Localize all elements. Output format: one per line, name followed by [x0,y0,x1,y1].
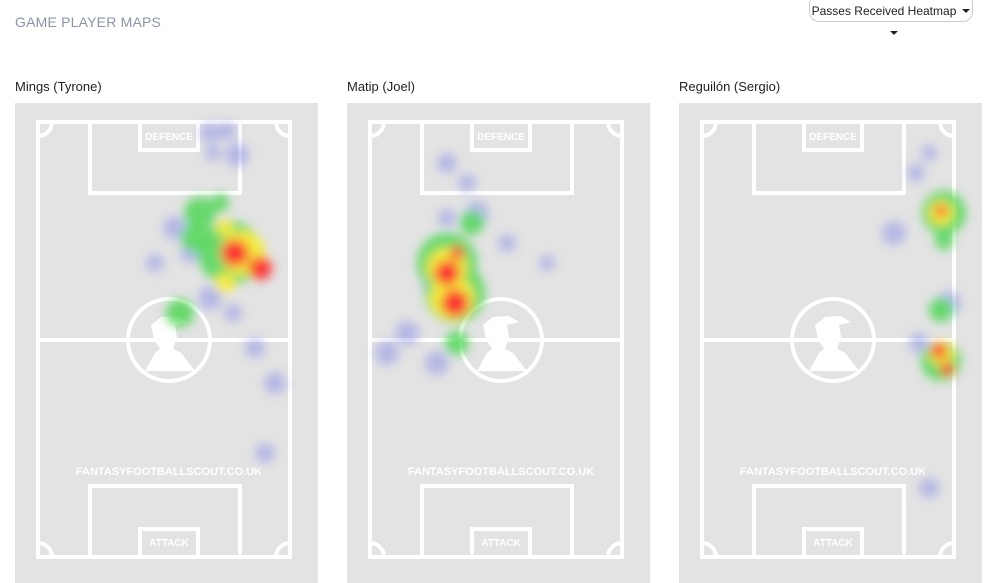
heat-blob [921,145,937,161]
six-yard-box [470,120,532,152]
corner-arc [369,121,386,138]
watermark: FANTASYFOOTBALLSCOUT.CO.UK [76,466,262,478]
pitch-label: DEFENCE [809,132,857,143]
heat-blob [245,338,265,358]
heatmap-dropdown[interactable]: Passes Received Heatmap [809,0,973,22]
heat-blob [221,239,249,267]
six-yard-box [470,527,532,559]
pitch-label: ATTACK [481,538,521,549]
heat-blob [498,234,516,252]
heat-blob [146,254,164,272]
heat-blob [458,174,476,192]
heat-blob [919,478,939,498]
heat-blob [215,273,235,293]
heat-blob [198,286,222,310]
heat-blob [450,246,464,260]
pitch-label: ATTACK [149,538,189,549]
heat-blob [929,298,953,322]
heat-blob [434,260,460,286]
heat-blob [184,197,216,229]
heat-blob [940,362,954,376]
logo-silhouette [145,316,195,371]
pitch-heatmap: DEFENCE ATTACK FANTASYFOOTBALLSCOUT.CO.UK [679,103,982,583]
heat-blob [264,372,286,394]
corner-arc [369,541,386,558]
pitch-heatmap: DEFENCE ATTACK FANTASYFOOTBALLSCOUT.CO.UK [347,103,650,583]
heat-blob [437,153,457,173]
player-name: Reguilón (Sergio) [679,79,781,94]
heat-blob [460,211,484,235]
heat-blob [935,232,953,250]
heat-blob [255,443,275,463]
heat-blob [425,351,449,375]
heat-blob [441,289,469,317]
heat-blob [163,216,187,240]
centre-circle [790,297,876,383]
corner-arc [701,121,718,138]
page-title: GAME PLAYER MAPS [15,14,162,30]
corner-arc [701,541,718,558]
pitch-label: DEFENCE [145,132,193,143]
heat-blob [181,224,209,252]
corner-arc [938,541,955,558]
pitch-label: ATTACK [813,538,853,549]
pitch-label: DEFENCE [477,132,525,143]
heat-blob [375,341,399,365]
logo-silhouette [809,316,859,371]
heat-blob [907,164,925,182]
heat-blob [248,256,272,280]
heat-blob [166,299,194,327]
heat-blob [539,255,555,271]
heat-blob [218,122,236,140]
heat-blob [931,343,947,359]
heat-blob [935,205,947,217]
heat-blob [909,333,929,353]
player-name: Mings (Tyrone) [15,79,102,94]
corner-arc [274,121,291,138]
heatmap [146,122,286,463]
corner-arc [37,541,54,558]
corner-arc [274,541,291,558]
dropdown-label: Passes Received Heatmap [811,4,957,18]
watermark: FANTASYFOOTBALLSCOUT.CO.UK [408,466,594,478]
heatmap [882,145,966,498]
centre-circle [126,297,212,383]
watermark: FANTASYFOOTBALLSCOUT.CO.UK [740,466,926,478]
six-yard-box [802,120,864,152]
caret [890,31,898,35]
heat-blob [225,143,249,167]
heat-blob [205,145,221,161]
six-yard-box [802,527,864,559]
six-yard-box [138,120,200,152]
heat-blob [200,123,220,143]
caret [962,9,971,13]
heat-blob [445,331,469,355]
heat-blob [882,221,906,245]
logo-silhouette [477,316,527,371]
heat-blob [211,194,229,212]
heat-blob [395,321,419,345]
six-yard-box [138,527,200,559]
corner-arc [606,541,623,558]
heat-blob [438,209,456,227]
pitch-heatmap: DEFENCE ATTACK FANTASYFOOTBALLSCOUT.CO.UK [15,103,318,583]
heatmap [375,153,555,375]
corner-arc [37,121,54,138]
corner-arc [938,121,955,138]
corner-arc [606,121,623,138]
player-name: Matip (Joel) [347,79,415,94]
heat-blob [217,220,233,236]
heat-blob [224,304,242,322]
